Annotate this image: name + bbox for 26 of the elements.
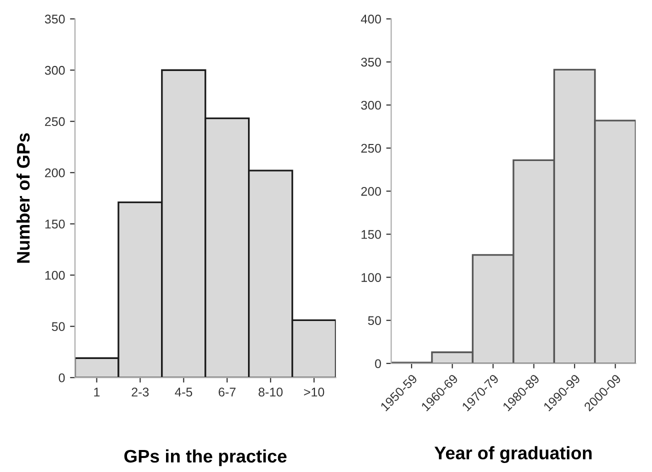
y-tick-label: 150: [45, 220, 65, 229]
y-tick-label: 50: [52, 322, 65, 332]
y-tick-label: 250: [45, 117, 65, 126]
y-tick-label: 100: [45, 270, 65, 280]
y-axis-title: Number of GPs: [16, 133, 30, 263]
y-tick-label: 250: [361, 144, 381, 153]
y-tick-label: 400: [360, 14, 381, 24]
x-axis-title: GPs in the practice: [124, 449, 287, 466]
y-tick-label: 200: [361, 186, 381, 196]
x-tick-label: >10: [304, 388, 324, 397]
y-tick-label: 350: [44, 14, 65, 24]
x-tick-label: 1: [94, 388, 100, 396]
y-tick-label: 150: [362, 230, 381, 239]
y-tick-label: 300: [361, 100, 381, 110]
x-tick-label: 6-7: [218, 388, 236, 397]
x-axis-title: Year of graduation: [434, 446, 592, 464]
x-tick-label: 4-5: [174, 388, 192, 397]
y-tick-label: 0: [58, 373, 65, 382]
x-tick-label: 8-10: [258, 388, 283, 397]
y-tick-label: 50: [368, 316, 381, 326]
y-tick-label: 100: [362, 273, 381, 282]
y-tick-label: 300: [44, 66, 65, 75]
y-tick-label: 350: [361, 58, 381, 67]
x-tick-label: 2-3: [132, 388, 149, 397]
y-tick-label: 0: [375, 359, 381, 368]
y-tick-label: 200: [45, 168, 65, 178]
